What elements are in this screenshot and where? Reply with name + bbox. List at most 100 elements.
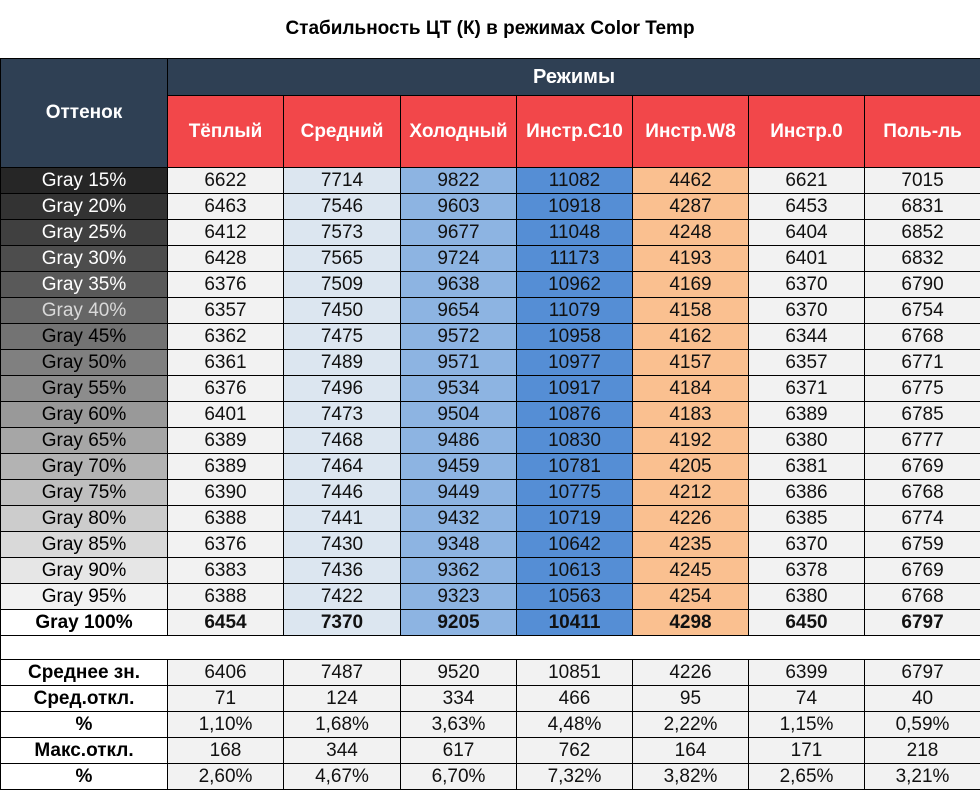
row-label: Gray 60% (0, 401, 168, 428)
cell-medium: 7509 (283, 271, 401, 298)
cell-warm: 6383 (167, 557, 284, 584)
cell-0: 6357 (748, 349, 865, 376)
cell-c10: 10977 (516, 349, 633, 376)
cell-user: 6797 (863, 609, 980, 636)
table-row: Gray 45% 6362 7475 9572 10958 4162 6344 6768 (0, 323, 980, 350)
cell-0: 6385 (748, 505, 865, 532)
cell-user: 7015 (863, 167, 980, 194)
cell-w8: 4235 (632, 531, 749, 558)
cell-c10: 10876 (516, 401, 633, 428)
cell-cold: 9571 (400, 349, 517, 376)
stats-label: % (0, 711, 168, 738)
cell-0: 6453 (748, 193, 865, 220)
cell-w8: 4158 (632, 297, 749, 324)
stats-cell-0: 1,15% (748, 711, 865, 738)
stats-cell-user: 40 (863, 685, 980, 712)
cell-0: 6380 (748, 583, 865, 610)
cell-0: 6380 (748, 427, 865, 454)
stats-cell-medium: 1,68% (283, 711, 401, 738)
cell-medium: 7422 (283, 583, 401, 610)
cell-user: 6777 (863, 427, 980, 454)
cell-cold: 9603 (400, 193, 517, 220)
cell-warm: 6362 (167, 323, 284, 350)
stats-cell-user: 218 (863, 737, 980, 764)
row-label: Gray 15% (0, 167, 168, 194)
cell-medium: 7496 (283, 375, 401, 402)
cell-user: 6832 (863, 245, 980, 272)
stats-cell-medium: 124 (283, 685, 401, 712)
table-row: Gray 70% 6389 7464 9459 10781 4205 6381 6769 (0, 453, 980, 480)
header-row-modes: Оттенок Режимы (0, 58, 980, 168)
cell-0: 6378 (748, 557, 865, 584)
stats-cell-warm: 2,60% (167, 763, 284, 790)
stats-cell-user: 3,21% (863, 763, 980, 790)
cell-cold: 9362 (400, 557, 517, 584)
cell-medium: 7473 (283, 401, 401, 428)
stats-cell-w8: 3,82% (632, 763, 749, 790)
cell-cold: 9323 (400, 583, 517, 610)
cell-w8: 4169 (632, 271, 749, 298)
cell-warm: 6412 (167, 219, 284, 246)
stats-label: % (0, 763, 168, 790)
cell-0: 6381 (748, 453, 865, 480)
table-row: Gray 85% 6376 7430 9348 10642 4235 6370 6759 (0, 531, 980, 558)
cell-w8: 4298 (632, 609, 749, 636)
cell-warm: 6454 (167, 609, 284, 636)
cell-c10: 10781 (516, 453, 633, 480)
stats-cell-medium: 4,67% (283, 763, 401, 790)
row-label: Gray 65% (0, 427, 168, 454)
cell-warm: 6357 (167, 297, 284, 324)
mode-header-cold: Холодный (400, 95, 517, 168)
stats-cell-warm: 6406 (167, 659, 284, 686)
stats-cell-w8: 164 (632, 737, 749, 764)
cell-user: 6769 (863, 453, 980, 480)
cell-w8: 4193 (632, 245, 749, 272)
cell-0: 6370 (748, 297, 865, 324)
cell-w8: 4287 (632, 193, 749, 220)
table-row: Gray 50% 6361 7489 9571 10977 4157 6357 6771 (0, 349, 980, 376)
cell-0: 6450 (748, 609, 865, 636)
stats-cell-user: 6797 (863, 659, 980, 686)
cell-0: 6389 (748, 401, 865, 428)
cell-medium: 7441 (283, 505, 401, 532)
cell-c10: 10411 (516, 609, 633, 636)
stats-row: % 2,60% 4,67% 6,70% 7,32% 3,82% 2,65% 3,21% (0, 763, 980, 790)
row-label: Gray 50% (0, 349, 168, 376)
cell-0: 6386 (748, 479, 865, 506)
cell-0: 6370 (748, 531, 865, 558)
row-label: Gray 95% (0, 583, 168, 610)
cell-c10: 10918 (516, 193, 633, 220)
stats-row: Сред.откл. 71 124 334 466 95 74 40 (0, 685, 980, 712)
row-label: Gray 45% (0, 323, 168, 350)
cell-medium: 7573 (283, 219, 401, 246)
cell-user: 6852 (863, 219, 980, 246)
cell-c10: 11082 (516, 167, 633, 194)
cell-c10: 11048 (516, 219, 633, 246)
stability-table: Оттенок Режимы Тёплый Средний Холодный И… (0, 58, 980, 790)
stats-cell-c10: 762 (516, 737, 633, 764)
cell-w8: 4184 (632, 375, 749, 402)
cell-medium: 7475 (283, 323, 401, 350)
cell-0: 6404 (748, 219, 865, 246)
row-label: Gray 85% (0, 531, 168, 558)
stats-cell-c10: 466 (516, 685, 633, 712)
stats-cell-0: 6399 (748, 659, 865, 686)
cell-cold: 9638 (400, 271, 517, 298)
cell-cold: 9348 (400, 531, 517, 558)
spacer-row (0, 635, 980, 660)
cell-w8: 4205 (632, 453, 749, 480)
mode-header-c10: Инстр.C10 (516, 95, 633, 168)
row-label: Gray 90% (0, 557, 168, 584)
mode-header-warm: Тёплый (167, 95, 284, 168)
cell-user: 6768 (863, 583, 980, 610)
cell-medium: 7450 (283, 297, 401, 324)
stats-cell-cold: 617 (400, 737, 517, 764)
mode-header-0: Инстр.0 (748, 95, 865, 168)
cell-c10: 10719 (516, 505, 633, 532)
stats-label: Макс.откл. (0, 737, 168, 764)
table-row: Gray 20% 6463 7546 9603 10918 4287 6453 6831 (0, 193, 980, 220)
cell-medium: 7436 (283, 557, 401, 584)
cell-w8: 4212 (632, 479, 749, 506)
cell-c10: 10830 (516, 427, 633, 454)
cell-c10: 10613 (516, 557, 633, 584)
